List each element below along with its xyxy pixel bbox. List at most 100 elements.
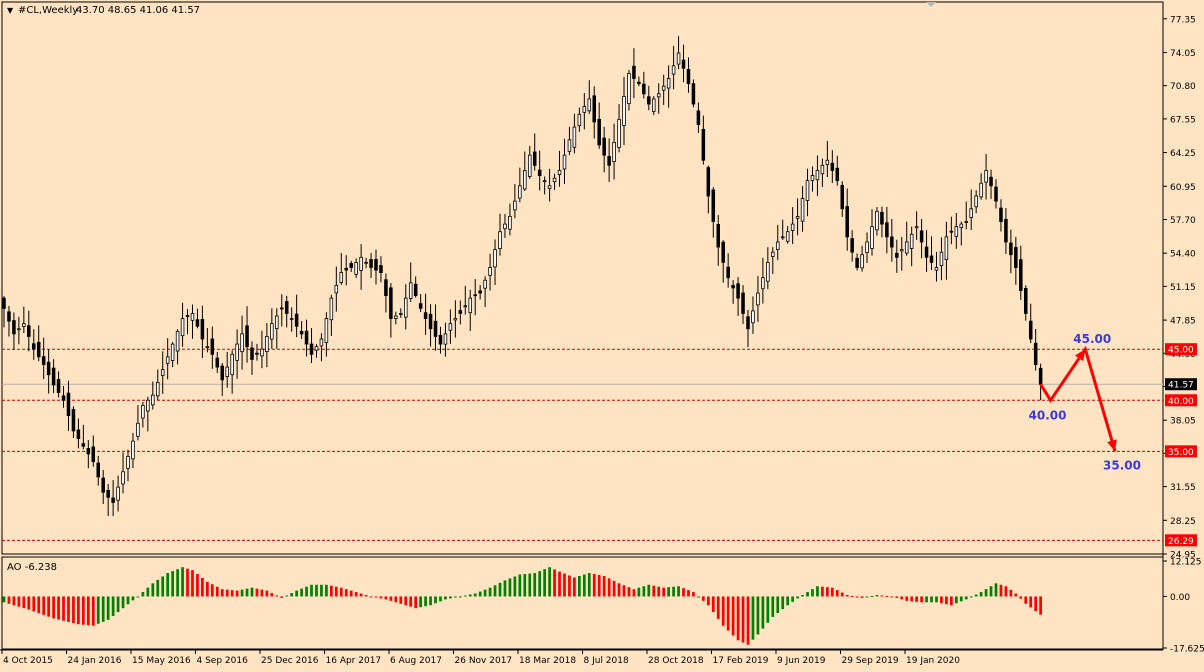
ao-bar-down bbox=[17, 596, 21, 607]
ao-bar-down bbox=[280, 596, 284, 598]
candle-up bbox=[240, 333, 244, 353]
level-lines: 45.00 40.00 35.00 26.29 41.57 bbox=[2, 343, 1197, 547]
candle-up bbox=[964, 221, 969, 223]
ao-bar-down bbox=[563, 573, 566, 597]
ao-bar-down bbox=[1014, 593, 1018, 597]
ao-bar-down bbox=[334, 586, 338, 597]
ao-bar-down bbox=[855, 596, 859, 598]
candle-up bbox=[493, 249, 497, 268]
ao-bar-down bbox=[553, 569, 556, 597]
candle-up bbox=[488, 267, 492, 276]
ao-bar-up bbox=[508, 578, 512, 597]
ao-bar-up bbox=[483, 589, 487, 597]
candle-up bbox=[939, 251, 944, 267]
ao-bar-down bbox=[905, 596, 909, 601]
candle-down bbox=[701, 128, 706, 161]
candle-up bbox=[875, 210, 879, 231]
price-tick-label: 60.95 bbox=[1170, 183, 1196, 193]
candle-up bbox=[780, 236, 785, 239]
ao-bar-up bbox=[458, 596, 462, 598]
ao-bar-down bbox=[379, 596, 383, 599]
ao-bar-up bbox=[756, 596, 760, 635]
ao-bar-up bbox=[126, 596, 130, 605]
ao-bar-down bbox=[275, 595, 279, 597]
candle-down bbox=[309, 343, 314, 355]
ao-bar-down bbox=[825, 587, 829, 597]
ao-bar-up bbox=[964, 596, 968, 600]
candle-up bbox=[260, 348, 264, 357]
shift-marker-icon[interactable] bbox=[926, 2, 936, 7]
ao-bar-down bbox=[201, 577, 204, 597]
ao-bar-up bbox=[473, 593, 477, 597]
ao-bar-up bbox=[245, 588, 249, 597]
candle-up bbox=[795, 216, 800, 219]
candle-up bbox=[394, 315, 398, 319]
candle-up bbox=[676, 52, 681, 65]
ao-bar-up bbox=[325, 584, 328, 597]
candle-down bbox=[830, 162, 835, 171]
ao-histogram bbox=[2, 567, 1043, 645]
ao-tick-label: 12.125 bbox=[1170, 558, 1202, 568]
candle-down bbox=[1004, 218, 1008, 243]
candle-up bbox=[557, 170, 562, 176]
ao-bar-down bbox=[731, 596, 735, 636]
candle-down bbox=[711, 189, 716, 222]
current-price-tag-label: 41.57 bbox=[1168, 381, 1194, 391]
candle-down bbox=[255, 352, 259, 355]
ao-bar-down bbox=[389, 596, 393, 601]
candle-up bbox=[820, 164, 825, 175]
ao-bar-up bbox=[136, 596, 140, 598]
ao-bar-down bbox=[949, 596, 953, 606]
candle-down bbox=[245, 325, 249, 348]
candle-down bbox=[31, 343, 36, 350]
candle-up bbox=[175, 330, 180, 352]
candle-down bbox=[637, 81, 641, 85]
ao-bar-down bbox=[81, 596, 85, 625]
candle-up bbox=[141, 404, 145, 419]
candle-up bbox=[324, 318, 329, 343]
candle-down bbox=[949, 230, 954, 233]
ao-tick-label: -17.625 bbox=[1170, 645, 1204, 655]
time-tick-label: 8 Jul 2018 bbox=[584, 656, 629, 666]
ao-tick-label: 0.00 bbox=[1170, 593, 1190, 603]
candle-down bbox=[696, 110, 701, 125]
ao-bar-down bbox=[57, 596, 60, 620]
ao-bar-up bbox=[449, 596, 452, 599]
ao-bar-up bbox=[250, 587, 254, 597]
candle-up bbox=[468, 297, 473, 314]
ao-bar-down bbox=[12, 596, 16, 606]
ao-bar-down bbox=[1009, 589, 1013, 597]
time-tick-label: 15 May 2016 bbox=[132, 656, 191, 666]
candle-up bbox=[518, 185, 522, 199]
candle-up bbox=[766, 261, 770, 282]
candle-down bbox=[592, 95, 597, 123]
candle-down bbox=[96, 462, 101, 478]
projection: 45.00 40.00 35.00 bbox=[1029, 332, 1141, 472]
price-tick-label: 67.55 bbox=[1170, 115, 1196, 125]
candle-up bbox=[904, 241, 909, 254]
candle-up bbox=[825, 159, 830, 165]
candle-down bbox=[195, 319, 200, 327]
ao-bar-up bbox=[637, 587, 641, 597]
candle-up bbox=[666, 78, 671, 89]
candle-down bbox=[835, 167, 840, 182]
candle-down bbox=[607, 155, 611, 166]
price-tick-label: 57.70 bbox=[1170, 216, 1196, 226]
candle-up bbox=[934, 267, 939, 271]
time-tick-label: 28 Oct 2018 bbox=[648, 656, 704, 666]
chart-menu-icon[interactable]: ▼ bbox=[7, 6, 14, 15]
candle-up bbox=[131, 440, 135, 460]
ao-bar-up bbox=[295, 590, 299, 597]
candle-down bbox=[691, 83, 696, 105]
candle-down bbox=[86, 448, 91, 455]
candle-up bbox=[463, 305, 468, 308]
ohlc-readout: 43.70 48.65 41.06 41.57 bbox=[76, 5, 200, 16]
ao-bar-down bbox=[409, 596, 413, 607]
candle-up bbox=[785, 231, 790, 242]
ao-bar-down bbox=[414, 596, 418, 609]
ao-bar-up bbox=[300, 588, 303, 597]
ao-bar-down bbox=[1039, 596, 1043, 615]
candle-up bbox=[146, 399, 150, 412]
